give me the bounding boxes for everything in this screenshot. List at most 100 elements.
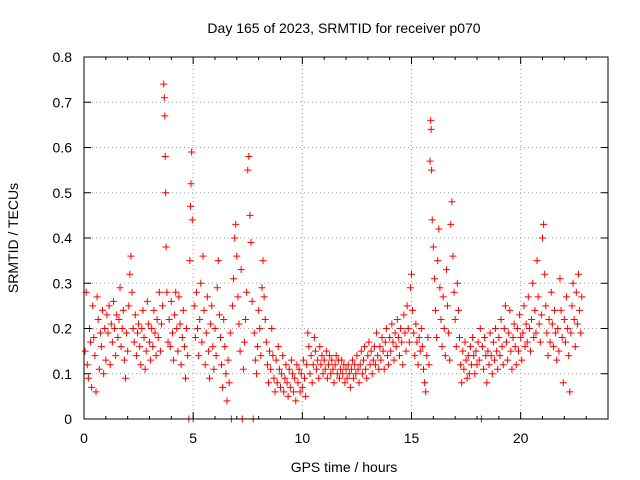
data-point	[319, 370, 327, 378]
data-point	[136, 343, 144, 351]
data-point	[453, 279, 461, 287]
data-point	[96, 329, 104, 337]
data-point	[444, 302, 452, 310]
data-point	[173, 325, 181, 332]
data-point	[302, 392, 310, 400]
data-point	[403, 302, 411, 310]
data-point	[461, 338, 469, 346]
data-point	[95, 365, 103, 373]
data-point	[570, 315, 578, 323]
data-point	[383, 352, 391, 360]
data-point	[311, 347, 319, 355]
data-point	[126, 270, 134, 278]
data-point	[498, 343, 506, 351]
data-point	[422, 388, 430, 396]
data-point	[380, 365, 388, 373]
y-tick-label: 0.5	[53, 185, 73, 201]
data-point	[395, 352, 403, 360]
data-point	[565, 352, 573, 360]
data-point	[437, 315, 445, 323]
data-point	[353, 352, 361, 360]
data-point	[404, 325, 412, 332]
data-point	[413, 338, 421, 346]
data-point	[195, 352, 203, 360]
data-point	[176, 320, 184, 328]
data-point	[530, 334, 538, 342]
data-point	[114, 334, 122, 342]
data-point	[546, 338, 554, 346]
data-point	[299, 356, 307, 364]
data-point	[271, 388, 279, 396]
data-point	[412, 320, 420, 328]
data-point	[368, 370, 376, 378]
data-point	[172, 288, 180, 296]
data-point	[320, 356, 328, 364]
data-point	[440, 325, 448, 332]
data-point	[428, 216, 436, 224]
data-point	[202, 329, 210, 337]
data-point	[220, 315, 228, 323]
data-point	[557, 306, 565, 314]
data-point	[532, 329, 540, 337]
data-point	[123, 329, 131, 337]
data-point	[284, 392, 292, 400]
data-point	[143, 297, 151, 305]
data-point	[109, 297, 117, 305]
data-point	[349, 356, 357, 364]
data-point	[535, 320, 543, 328]
data-point	[512, 361, 520, 369]
data-point	[330, 379, 338, 387]
data-point	[325, 361, 333, 369]
data-point	[409, 306, 417, 314]
data-point	[187, 202, 195, 210]
data-point	[478, 343, 486, 351]
data-point	[447, 220, 455, 228]
data-point	[277, 383, 284, 391]
data-point	[576, 306, 584, 314]
data-point	[87, 338, 95, 346]
data-point	[525, 325, 533, 332]
data-point	[510, 320, 518, 328]
data-point	[132, 352, 140, 360]
data-point	[180, 343, 188, 351]
data-point	[459, 347, 467, 355]
data-point	[105, 302, 113, 310]
data-point	[438, 343, 446, 351]
data-point	[432, 306, 440, 314]
data-point	[313, 365, 321, 373]
x-axis-tick-labels: 0 5 10 15 20	[80, 430, 529, 446]
data-point	[293, 361, 301, 369]
data-point	[392, 343, 400, 351]
data-point	[226, 329, 234, 337]
data-point	[310, 334, 318, 342]
data-point	[261, 315, 269, 323]
data-point	[197, 279, 205, 287]
y-tick-label: 0.3	[53, 275, 73, 291]
data-point	[106, 361, 114, 369]
data-point	[292, 397, 300, 405]
data-point	[318, 352, 326, 360]
data-point	[305, 343, 313, 351]
data-point	[564, 325, 572, 332]
data-point	[493, 347, 501, 355]
data-point	[272, 356, 280, 364]
data-point	[144, 320, 152, 328]
data-point	[568, 302, 576, 310]
data-point	[207, 320, 215, 328]
data-point	[504, 356, 512, 364]
data-point	[91, 352, 99, 360]
data-point	[163, 288, 171, 296]
data-point	[543, 329, 551, 337]
data-point	[248, 297, 256, 305]
data-point	[475, 356, 483, 364]
data-point	[211, 325, 219, 332]
data-point	[135, 320, 143, 328]
data-point	[231, 234, 239, 242]
data-point	[456, 334, 464, 342]
data-point	[518, 356, 526, 364]
data-point	[472, 347, 480, 355]
data-point	[177, 361, 185, 369]
data-point	[100, 370, 108, 378]
data-point	[274, 343, 282, 351]
